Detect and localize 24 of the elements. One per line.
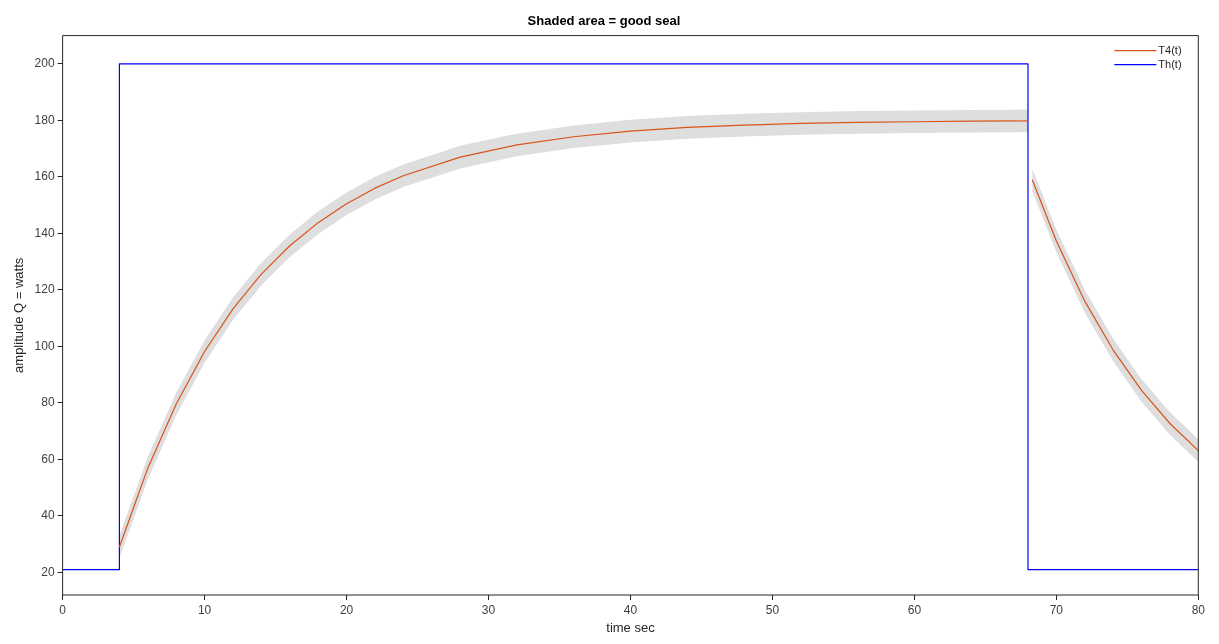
y-tick-label: 120: [34, 282, 55, 297]
y-tick-label: 80: [41, 395, 55, 410]
y-tick-label: 100: [34, 338, 55, 353]
y-tick-label: 60: [41, 451, 55, 466]
y-tick-label: 20: [41, 564, 55, 579]
x-tick-label: 70: [1049, 602, 1064, 617]
y-tick-label: 180: [34, 112, 55, 127]
legend-label: Th(t): [1158, 57, 1182, 70]
y-tick-label: 140: [34, 225, 55, 240]
chart-title: Shaded area = good seal: [527, 13, 681, 29]
x-tick-label: 80: [1191, 602, 1206, 617]
x-tick-label: 40: [623, 602, 638, 617]
y-tick-label: 200: [34, 56, 55, 71]
x-tick-label: 10: [197, 602, 212, 617]
x-tick-label: 50: [765, 602, 780, 617]
x-tick-label: 30: [481, 602, 496, 617]
x-tick-label: 0: [59, 602, 67, 617]
x-tick-label: 60: [907, 602, 922, 617]
y-tick-label: 40: [41, 508, 55, 523]
y-tick-label: 160: [34, 169, 55, 184]
x-axis-title: time sec: [606, 619, 656, 635]
legend-label: T4(t): [1158, 43, 1182, 56]
y-axis-title: amplitude Q = watts: [11, 257, 27, 373]
x-tick-label: 20: [339, 602, 354, 617]
